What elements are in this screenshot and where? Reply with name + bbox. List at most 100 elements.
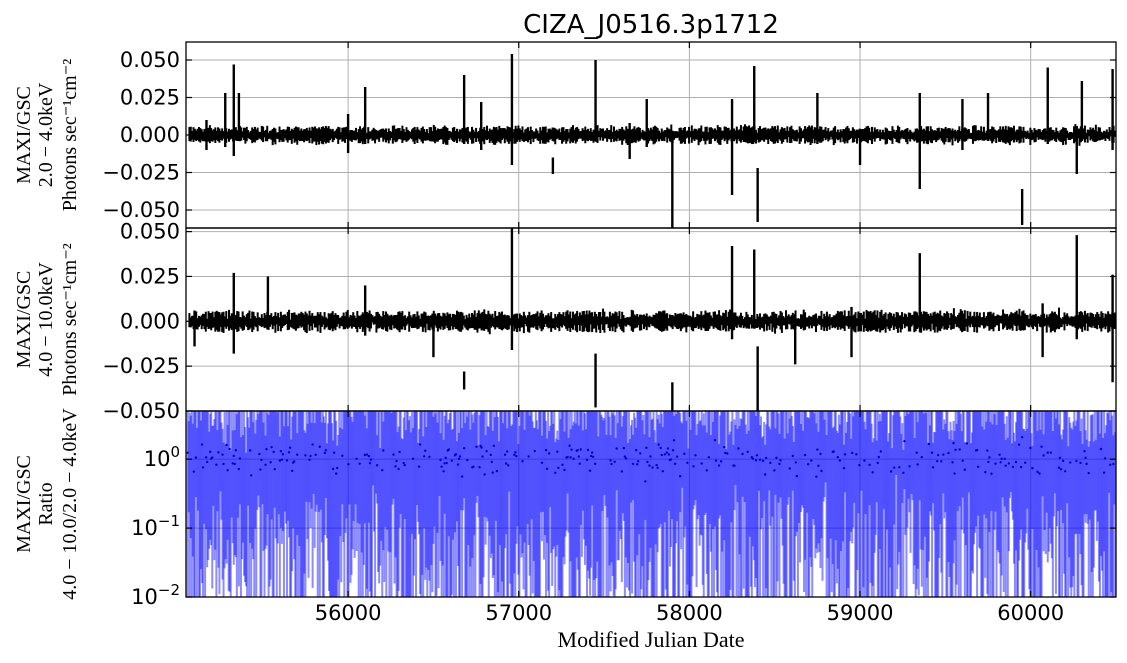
ratio-point [916,463,919,466]
ratio-point [832,450,835,453]
ratio-point [717,464,721,467]
ratio-point [308,458,311,461]
ratio-point [889,470,893,473]
ratio-point [660,453,663,457]
ratio-point [554,471,557,474]
ratio-point [1103,457,1107,460]
ratio-point [485,450,488,453]
ratio-point [290,469,294,473]
ratio-point [761,459,765,463]
ratio-point [737,447,740,450]
ratio-point [1085,462,1088,466]
ratio-point [395,459,398,463]
y-axis-label-line: 4.0 − 10.0keV [35,262,57,377]
ratio-point [1049,451,1053,454]
y-tick-label: 0.000 [120,123,180,147]
ratio-point [1014,460,1018,464]
x-axis-label: Modified Julian Date [558,627,745,652]
ratio-point [265,447,268,451]
ratio-point [1108,463,1112,466]
ratio-point [1058,456,1062,460]
ratio-point [332,451,336,454]
ratio-point [521,460,524,463]
ratio-point [369,458,373,461]
ratio-point [1063,470,1067,473]
ratio-point [1042,454,1045,457]
ratio-point [649,455,652,458]
ratio-point [988,456,991,459]
ratio-point [314,453,317,457]
ratio-point [1040,445,1043,448]
ratio-point [1075,459,1078,463]
ratio-point [635,463,639,466]
ratio-point [258,452,261,456]
ratio-point [953,472,956,475]
ratio-point [475,445,478,449]
ratio-point [492,444,496,447]
ratio-point [659,446,662,450]
ratio-point [186,451,189,454]
ratio-point [990,472,993,475]
ratio-point [1083,450,1086,453]
ratio-point [205,460,209,464]
ratio-point [547,452,551,455]
ratio-point [211,456,214,459]
ratio-point [478,466,481,469]
x-tick-label: 56000 [315,601,382,625]
ratio-point [238,457,242,460]
x-tick-label: 60000 [997,601,1064,625]
y-tick-label: 0.000 [120,309,180,333]
ratio-point [871,471,874,474]
ratio-point [952,441,955,445]
ratio-point [986,449,989,452]
ratio-point [506,464,510,467]
y-tick-label: 10−1 [131,512,180,540]
y-tick-label: 0.050 [120,48,180,72]
ratio-point [778,462,781,466]
ratio-point [877,455,881,459]
ratio-point [908,465,911,468]
ratio-point [462,446,466,450]
ratio-point [975,448,979,452]
ratio-point [673,462,677,466]
ratio-point [775,456,778,460]
ratio-point [858,464,861,467]
ratio-point [397,467,400,471]
ratio-point [269,461,272,464]
ratio-point [671,449,675,452]
ratio-point [657,443,660,446]
ratio-point [215,463,218,466]
ratio-point [231,462,234,465]
panel-4-10kev: 0.050 0.025 0.000 −0.025 −0.050 MAXI/GSC 4.0 −… [13,220,1117,423]
ratio-point [375,464,379,467]
ratio-point [201,466,205,469]
ratio-point [566,455,569,459]
ratio-point [1112,462,1115,466]
ratio-point [719,460,723,463]
ratio-point [544,448,548,452]
ratio-point [221,453,224,456]
ratio-point [1020,435,1024,439]
ratio-point [927,442,931,446]
ratio-point [440,465,443,468]
ratio-point [533,449,536,453]
y-axis-label-line: MAXI/GSC [13,271,35,369]
ratio-point [1059,468,1063,471]
y-axis-label-line: 2.0 − 4.0keV [35,82,57,187]
ratio-point [472,465,475,468]
ratio-point [984,470,987,474]
ratio-point [248,449,252,452]
ratio-point [572,457,575,461]
ratio-point [1000,457,1003,461]
ratio-point [1102,471,1106,474]
ratio-point [672,439,676,442]
ratio-point [634,448,638,452]
ratio-point [692,465,695,468]
ratio-point [609,459,612,462]
ratio-point [667,453,671,456]
panel-frame [185,410,1117,598]
ratio-point [936,453,940,457]
ratio-point [700,462,703,465]
ratio-point [272,450,275,454]
y-tick-label: −0.050 [102,198,180,222]
